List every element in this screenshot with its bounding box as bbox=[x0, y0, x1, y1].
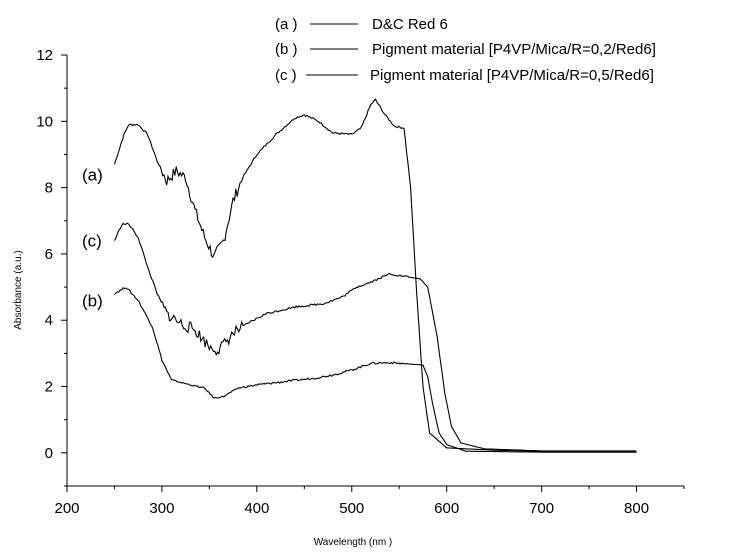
y-tick-label: 8 bbox=[45, 180, 53, 197]
y-tick-label: 6 bbox=[45, 246, 53, 263]
x-tick-label: 400 bbox=[244, 500, 269, 517]
x-tick-label: 300 bbox=[149, 500, 174, 517]
y-tick-label: 0 bbox=[45, 445, 53, 462]
curve-labels: (a) (b) (c) bbox=[82, 165, 103, 310]
x-tick-label: 500 bbox=[339, 500, 364, 517]
legend-label: Pigment material [P4VP/Mica/R=0,2/Red6] bbox=[372, 41, 656, 58]
series-lines bbox=[113, 98, 637, 453]
legend-key: (c ) bbox=[275, 67, 297, 84]
y-tick-label: 4 bbox=[45, 312, 53, 329]
curve-label: (c) bbox=[82, 232, 102, 251]
legend-label: Pigment material [P4VP/Mica/R=0,5/Red6] bbox=[370, 67, 654, 84]
curve-label: (b) bbox=[82, 291, 103, 310]
y-tick-label: 2 bbox=[45, 379, 53, 396]
legend: (a ) D&C Red 6 (b ) Pigment material [P4VP/… bbox=[275, 16, 656, 84]
series-line-c bbox=[114, 222, 637, 452]
y-tick-label: 10 bbox=[36, 113, 53, 130]
x-tick-label: 600 bbox=[434, 500, 459, 517]
x-axis-title: Wavelength (nm ) bbox=[314, 537, 393, 548]
series-line-a bbox=[113, 98, 637, 452]
legend-key: (b ) bbox=[275, 41, 298, 58]
series-line-b bbox=[114, 287, 637, 453]
x-tick-label: 200 bbox=[54, 500, 79, 517]
y-tick-label: 12 bbox=[36, 47, 53, 64]
legend-label: D&C Red 6 bbox=[372, 16, 448, 33]
curve-label: (a) bbox=[82, 165, 103, 184]
legend-key: (a ) bbox=[275, 16, 298, 33]
axes bbox=[66, 55, 684, 487]
y-axis-title: Absorbance (a.u.) bbox=[13, 250, 24, 330]
x-tick-label: 800 bbox=[624, 500, 649, 517]
x-tick-label: 700 bbox=[529, 500, 554, 517]
ticks: 200 300 400 500 600 700 800 0 2 4 6 8 10 12 bbox=[36, 47, 685, 517]
